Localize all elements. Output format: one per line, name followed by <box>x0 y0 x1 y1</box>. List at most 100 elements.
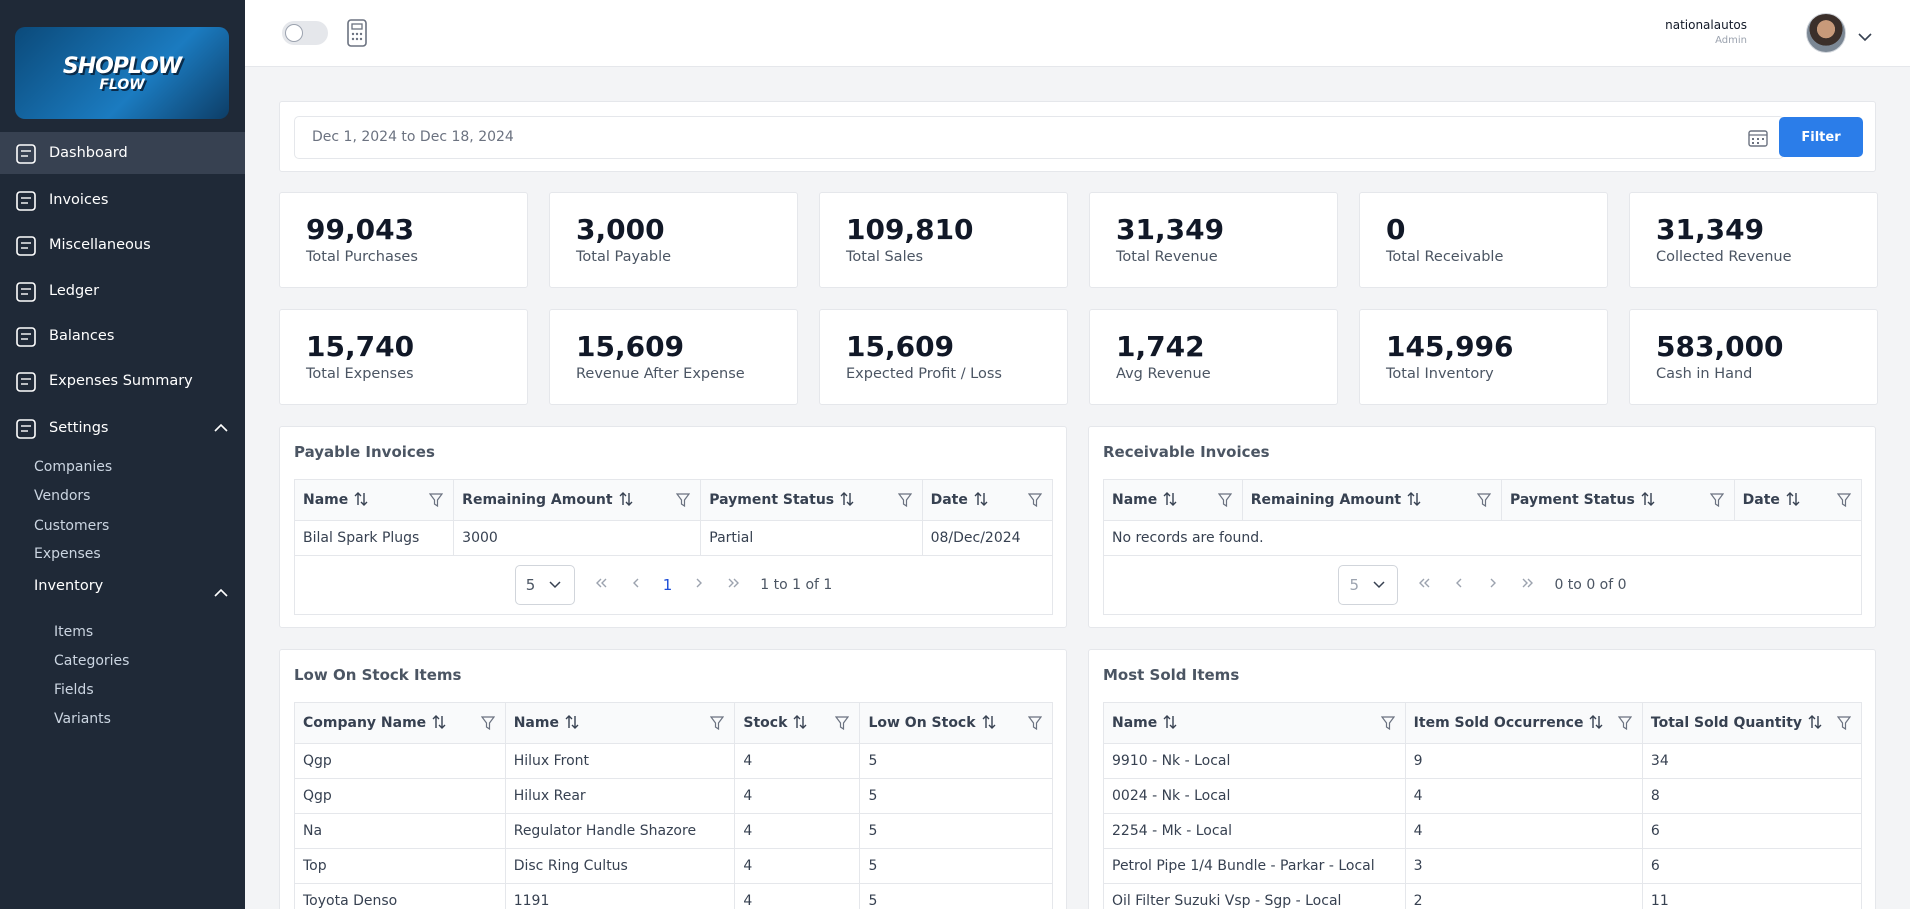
calculator-button[interactable] <box>346 19 368 51</box>
stat-card: 15,740 Total Expenses <box>279 309 528 405</box>
menu-label: Miscellaneous <box>49 237 151 253</box>
previous-page-icon <box>1456 578 1462 588</box>
table-cell: 5 <box>859 778 1053 814</box>
table-cell: Petrol Pipe 1/4 Bundle - Parkar - Local <box>1103 848 1406 884</box>
table-cell: Hilux Rear <box>504 778 736 814</box>
date-range-input[interactable]: Dec 1, 2024 to Dec 18, 2024 <box>294 116 1784 159</box>
table-cell: 0024 - Nk - Local <box>1103 778 1406 814</box>
column-title: Company Name <box>303 715 427 731</box>
table-cell: 4 <box>734 778 861 814</box>
submenu-item[interactable]: Inventory <box>34 578 104 594</box>
table-cell: 4 <box>1404 813 1643 849</box>
menu-item[interactable]: Balances <box>0 315 245 357</box>
page-size: 5 <box>525 576 536 594</box>
previous-page-icon <box>632 578 639 588</box>
last-page[interactable] <box>726 577 740 593</box>
next-page[interactable] <box>692 577 706 593</box>
last-page-icon <box>1522 578 1534 588</box>
table-cell: Bilal Spark Plugs <box>293 520 455 556</box>
sort-icon <box>432 715 446 729</box>
previous-page[interactable] <box>1452 577 1466 593</box>
stat-label: Total Purchases <box>306 249 418 265</box>
submenu-item[interactable]: Categories <box>54 653 130 669</box>
column-header[interactable]: Name <box>504 702 736 744</box>
stat-label: Total Revenue <box>1116 249 1218 265</box>
column-header[interactable]: Total Sold Quantity <box>1641 702 1863 744</box>
submenu-item[interactable]: Companies <box>34 459 113 475</box>
submenu-item[interactable]: Items <box>54 624 94 640</box>
column-title: Remaining Amount <box>462 492 613 508</box>
theme-toggle[interactable] <box>282 21 328 45</box>
column-header[interactable]: Payment Status <box>700 479 923 521</box>
column-header[interactable]: Name <box>293 479 455 521</box>
column-header[interactable]: Date <box>921 479 1054 521</box>
menu-item[interactable]: Ledger <box>0 270 245 312</box>
user-role: Admin <box>1715 35 1747 46</box>
table-row: Top Disc Ring Cultus 4 5 <box>294 848 1053 884</box>
empty-message: No records are found. <box>1103 520 1862 556</box>
filter-icon <box>835 716 850 730</box>
table-cell: 9 <box>1404 743 1643 779</box>
empty-row: No records are found. <box>1103 520 1862 556</box>
filter-icon <box>676 493 691 507</box>
submenu-item[interactable]: Variants <box>54 711 111 727</box>
menu-item[interactable]: Invoices <box>0 179 245 221</box>
stat-card: 3,000 Total Payable <box>549 192 798 288</box>
submenu-item[interactable]: Fields <box>54 682 94 698</box>
stat-value: 0 <box>1386 213 1406 246</box>
current-page[interactable]: 1 <box>662 576 673 594</box>
column-title: Date <box>1742 492 1780 508</box>
previous-page[interactable] <box>629 577 643 593</box>
sort-icon <box>354 492 368 506</box>
column-header[interactable]: Remaining Amount <box>453 479 702 521</box>
first-page[interactable] <box>1418 577 1432 593</box>
column-header[interactable]: Remaining Amount <box>1241 479 1502 521</box>
panel: Low On Stock Items Company Name Name Stock L… <box>279 649 1067 909</box>
table-wrap: Name Item Sold Occurrence Total Sold Quant… <box>1103 702 1863 909</box>
column-header[interactable]: Company Name <box>294 702 506 744</box>
page-size-select[interactable]: 5 <box>514 565 575 605</box>
menu-item[interactable]: Miscellaneous <box>0 224 245 266</box>
submenu-item[interactable]: Expenses <box>34 546 101 562</box>
panel-title: Most Sold Items <box>1103 666 1240 684</box>
page-size-select[interactable]: 5 <box>1338 565 1399 605</box>
submenu-item[interactable]: Customers <box>34 518 110 534</box>
dropdown-icon <box>1373 581 1385 589</box>
menu-label: Ledger <box>49 283 100 299</box>
submenu-item[interactable]: Vendors <box>34 488 91 504</box>
stat-label: Avg Revenue <box>1116 366 1211 382</box>
stat-value: 15,609 <box>846 330 955 363</box>
avatar[interactable] <box>1806 13 1846 53</box>
username: nationalautos <box>1665 18 1747 32</box>
filter-icon <box>1837 716 1851 730</box>
page-size: 5 <box>1349 576 1359 594</box>
column-header[interactable]: Item Sold Occurrence <box>1404 702 1643 744</box>
column-header[interactable]: Date <box>1733 479 1863 521</box>
menu-item[interactable]: Dashboard <box>0 132 245 174</box>
column-header[interactable]: Low On Stock <box>859 702 1053 744</box>
filter-button[interactable]: Filter <box>1779 117 1863 157</box>
stat-value: 109,810 <box>846 213 974 246</box>
table-cell: 3000 <box>453 520 702 556</box>
table-cell: 8 <box>1641 778 1863 814</box>
user-menu-chevron[interactable] <box>1858 27 1872 46</box>
table-row: Petrol Pipe 1/4 Bundle - Parkar - Local 3… <box>1103 848 1863 884</box>
column-header[interactable]: Name <box>1103 479 1243 521</box>
last-page-icon <box>728 578 740 588</box>
column-header[interactable]: Stock <box>734 702 861 744</box>
menu-item[interactable]: Settings <box>0 407 245 449</box>
menu-icon <box>16 419 36 439</box>
menu-item[interactable]: Expenses Summary <box>0 360 245 402</box>
table-cell: 9910 - Nk - Local <box>1103 743 1406 779</box>
table-cell: 3 <box>1404 848 1643 884</box>
column-header[interactable]: Payment Status <box>1500 479 1735 521</box>
last-page[interactable] <box>1520 577 1534 593</box>
first-page[interactable] <box>595 577 609 593</box>
header-row: Name Remaining Amount Payment Status Date <box>293 479 1054 521</box>
sort-icon <box>1163 492 1177 506</box>
menu-label: Invoices <box>49 192 109 208</box>
column-header[interactable]: Name <box>1103 702 1406 744</box>
header-row: Name Remaining Amount Payment Status Date <box>1103 479 1863 521</box>
chevron-icon <box>1858 33 1872 42</box>
next-page[interactable] <box>1486 577 1500 593</box>
